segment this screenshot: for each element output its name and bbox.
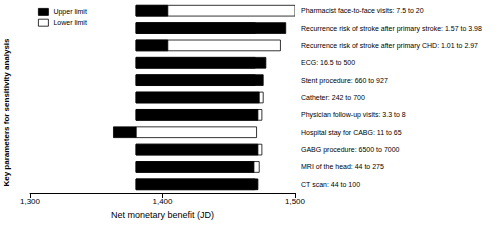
- svg-text:Pharmacist face-to-face visits: Pharmacist face-to-face visits: 7.5 to 2…: [301, 7, 424, 14]
- svg-text:Upper limit: Upper limit: [53, 8, 87, 16]
- svg-text:CT scan: 44 to 100: CT scan: 44 to 100: [301, 181, 360, 188]
- svg-text:1,400: 1,400: [152, 197, 173, 206]
- svg-text:1,300: 1,300: [20, 197, 41, 206]
- svg-text:MRI of the head: 44 to 275: MRI of the head: 44 to 275: [301, 163, 384, 170]
- svg-text:Lower limit: Lower limit: [53, 19, 87, 26]
- svg-text:Hospital stay for CABG: 11 to: Hospital stay for CABG: 11 to 65: [301, 129, 402, 137]
- svg-text:Net monetary benefit (JD): Net monetary benefit (JD): [111, 210, 214, 220]
- svg-text:GABG procedure: 6500 to 7000: GABG procedure: 6500 to 7000: [301, 146, 400, 154]
- svg-text:Key parameters for sensitivity: Key parameters for sensitivity analysis: [2, 38, 11, 187]
- svg-text:Catheter: 242 to 700: Catheter: 242 to 700: [301, 94, 365, 101]
- svg-text:1,500: 1,500: [285, 197, 306, 206]
- svg-text:Stent procedure: 660 to 927: Stent procedure: 660 to 927: [301, 77, 388, 85]
- svg-text:ECG: 16.5 to 500: ECG: 16.5 to 500: [301, 59, 355, 66]
- svg-text:Physician follow-up visits: 3.: Physician follow-up visits: 3.3 to 8: [301, 111, 406, 119]
- svg-text:Recurrence risk of stroke afte: Recurrence risk of stroke after primary …: [301, 42, 478, 50]
- svg-text:Recurrence risk of stroke afte: Recurrence risk of stroke after primary …: [301, 25, 482, 33]
